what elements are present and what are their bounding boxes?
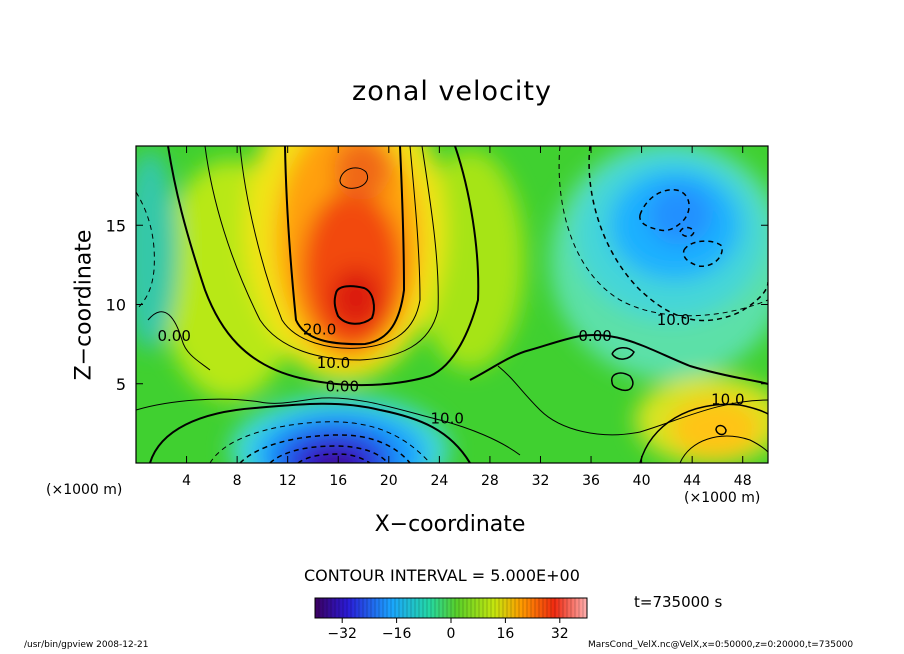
x-tick-label: 24 (430, 473, 448, 489)
y-tick-label: 5 (116, 375, 126, 394)
contour-label: 0.00 (326, 378, 359, 396)
x-tick-label: 36 (582, 473, 600, 489)
y-tick-label: 10 (106, 296, 126, 315)
colorbar-gradient (315, 598, 587, 618)
y-axis-label: Z−coordinate (71, 229, 97, 381)
chart-title: zonal velocity (352, 76, 552, 107)
x-tick-label: 12 (279, 473, 297, 489)
footer-command: /usr/bin/gpview 2008-12-21 (24, 640, 149, 650)
contour-label: 10.0 (657, 311, 690, 329)
colorbar-tick-label: 32 (551, 626, 569, 642)
x-tick-label: 32 (532, 473, 550, 489)
x-tick-label: 8 (233, 473, 242, 489)
colorbar-tick-label: 0 (447, 626, 456, 642)
colorbar-tick-label: 16 (496, 626, 514, 642)
contour-interval-label: CONTOUR INTERVAL = 5.000E+00 (304, 566, 580, 585)
colorbar-tick-label: −32 (327, 626, 357, 642)
x-tick-label: 28 (481, 473, 499, 489)
contour-label: 20.0 (303, 321, 336, 339)
contour-label: 0.00 (578, 327, 611, 345)
x-unit-left: (×1000 m) (46, 482, 123, 498)
x-tick-label: 20 (380, 473, 398, 489)
x-tick-label: 48 (734, 473, 752, 489)
footer-source: MarsCond_VelX.nc@VelX,x=0:50000,z=0:2000… (588, 640, 854, 650)
colorbar-tick-label: −16 (382, 626, 412, 642)
colorbar-stripes (318, 598, 584, 618)
colorbar: −32 −16 0 16 32 (314, 597, 588, 642)
y-tick-label: 15 (106, 216, 126, 235)
contour-label: 10.0 (711, 390, 744, 408)
contour-label: 10.0 (431, 409, 464, 427)
x-unit-right: (×1000 m) (684, 490, 761, 506)
contour-label: 0.00 (157, 327, 190, 345)
x-axis: 4 8 12 16 20 24 28 32 36 40 44 48 (182, 146, 752, 489)
colorbar-ticks: −32 −16 0 16 32 (327, 618, 569, 642)
x-axis-label: X−coordinate (374, 512, 526, 537)
velocity-field (136, 146, 768, 463)
contour-lines (136, 146, 768, 463)
time-label: t=735000 s (634, 593, 723, 611)
x-tick-label: 44 (683, 473, 701, 489)
contour-labels: 20.0 10.0 0.00 10.0 0.00 10.0 10.0 0.00 (157, 311, 744, 427)
contour-label: 10.0 (317, 354, 350, 372)
x-tick-label: 4 (182, 473, 191, 489)
x-tick-label: 40 (633, 473, 651, 489)
x-tick-label: 16 (329, 473, 347, 489)
y-axis: 5 10 15 (106, 216, 768, 394)
